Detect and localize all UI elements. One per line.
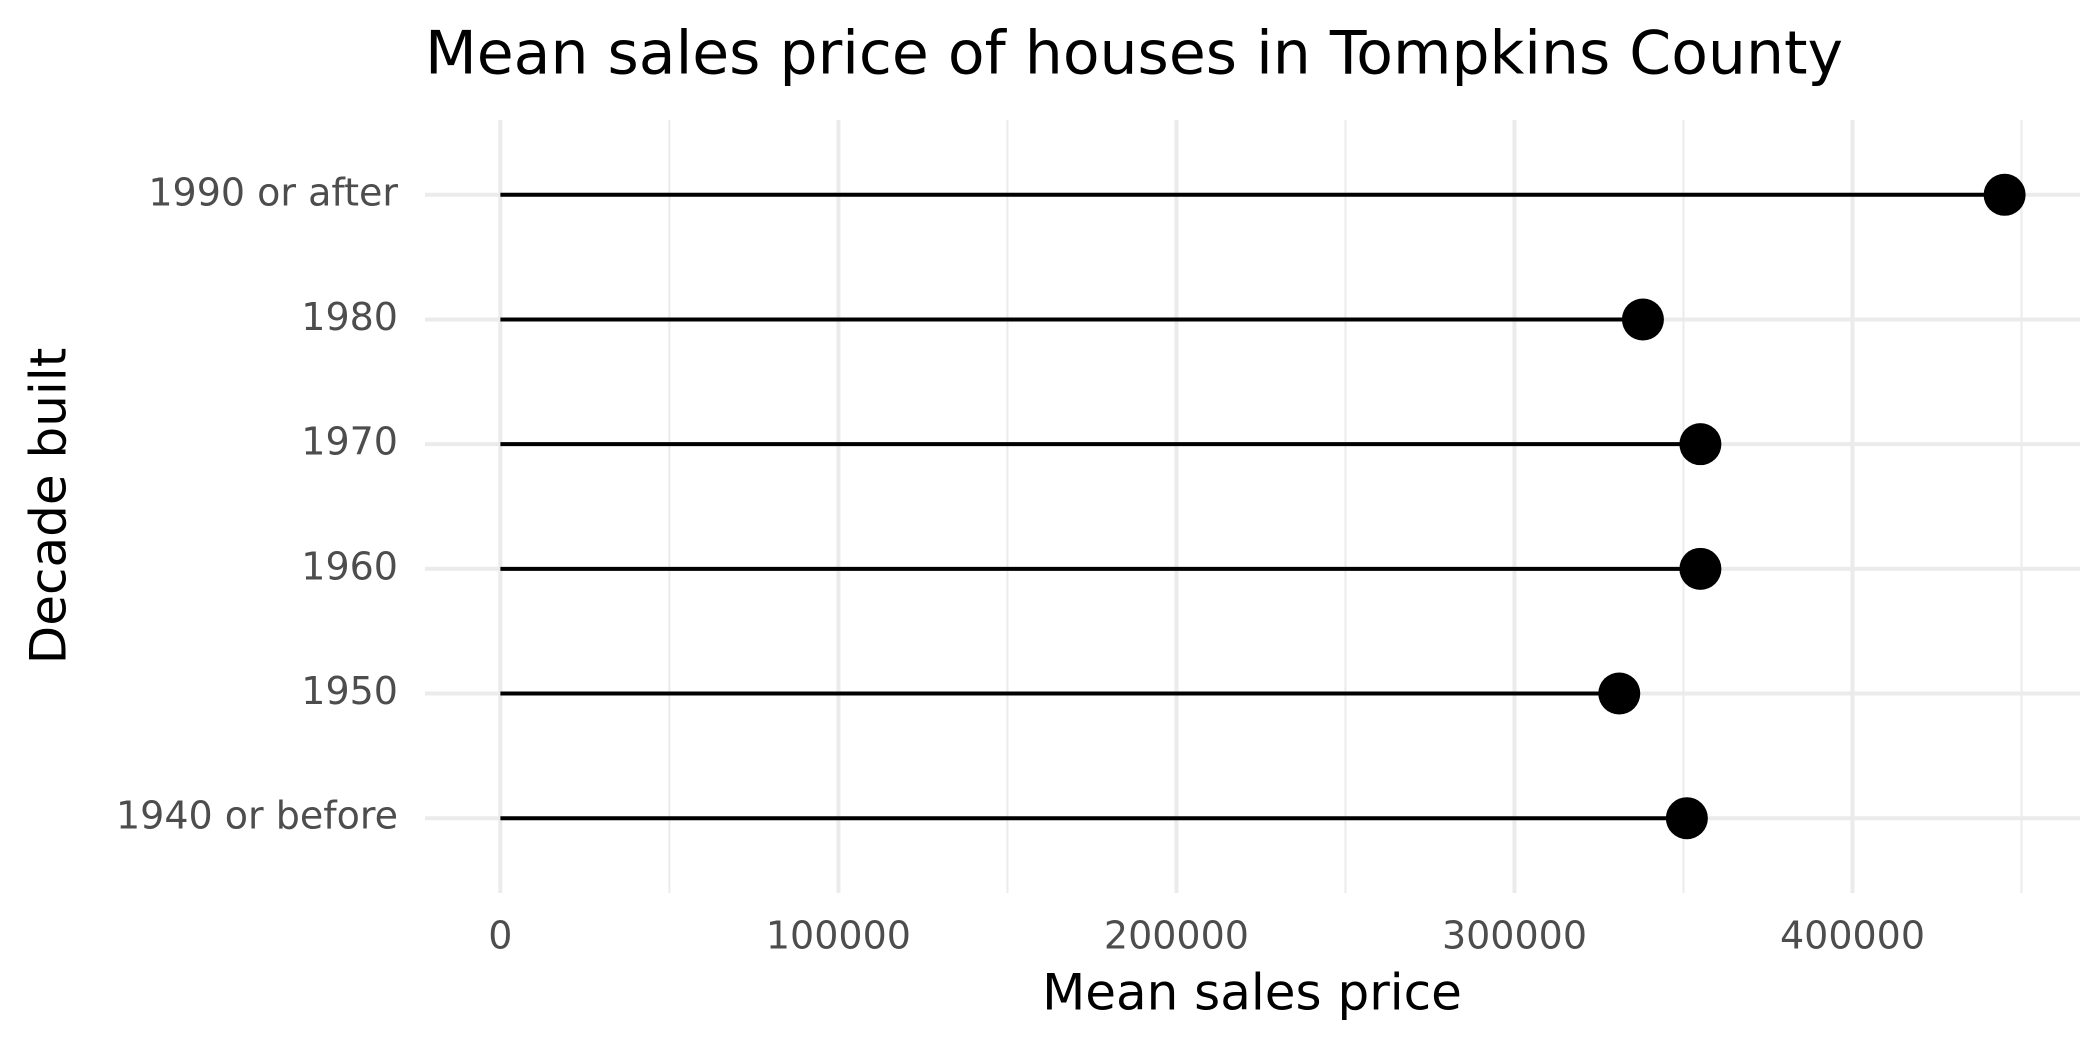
y-tick-label: 1990 or after xyxy=(148,170,398,214)
chart-title: Mean sales price of houses in Tompkins C… xyxy=(425,19,1843,89)
x-tick-label: 100000 xyxy=(766,914,911,958)
lollipop-dot xyxy=(1679,423,1722,466)
y-axis-title: Decade built xyxy=(20,348,78,665)
lollipop-dot xyxy=(1665,797,1708,840)
lollipop-dot xyxy=(1598,672,1641,715)
y-tick-label: 1980 xyxy=(301,295,398,339)
x-tick-label: 400000 xyxy=(1780,914,1925,958)
y-tick-label: 1970 xyxy=(301,420,398,464)
y-tick-label: 1950 xyxy=(301,669,398,713)
x-tick-label: 200000 xyxy=(1104,914,1249,958)
lollipop-dot xyxy=(1679,547,1722,590)
y-tick-label: 1940 or before xyxy=(116,794,398,838)
x-tick-label: 300000 xyxy=(1442,914,1587,958)
y-tick-label: 1960 xyxy=(301,544,398,588)
x-axis-title: Mean sales price xyxy=(1042,964,1462,1022)
lollipop-dot xyxy=(1621,298,1664,341)
x-tick-label: 0 xyxy=(488,914,512,958)
lollipop-dot xyxy=(1983,173,2026,216)
